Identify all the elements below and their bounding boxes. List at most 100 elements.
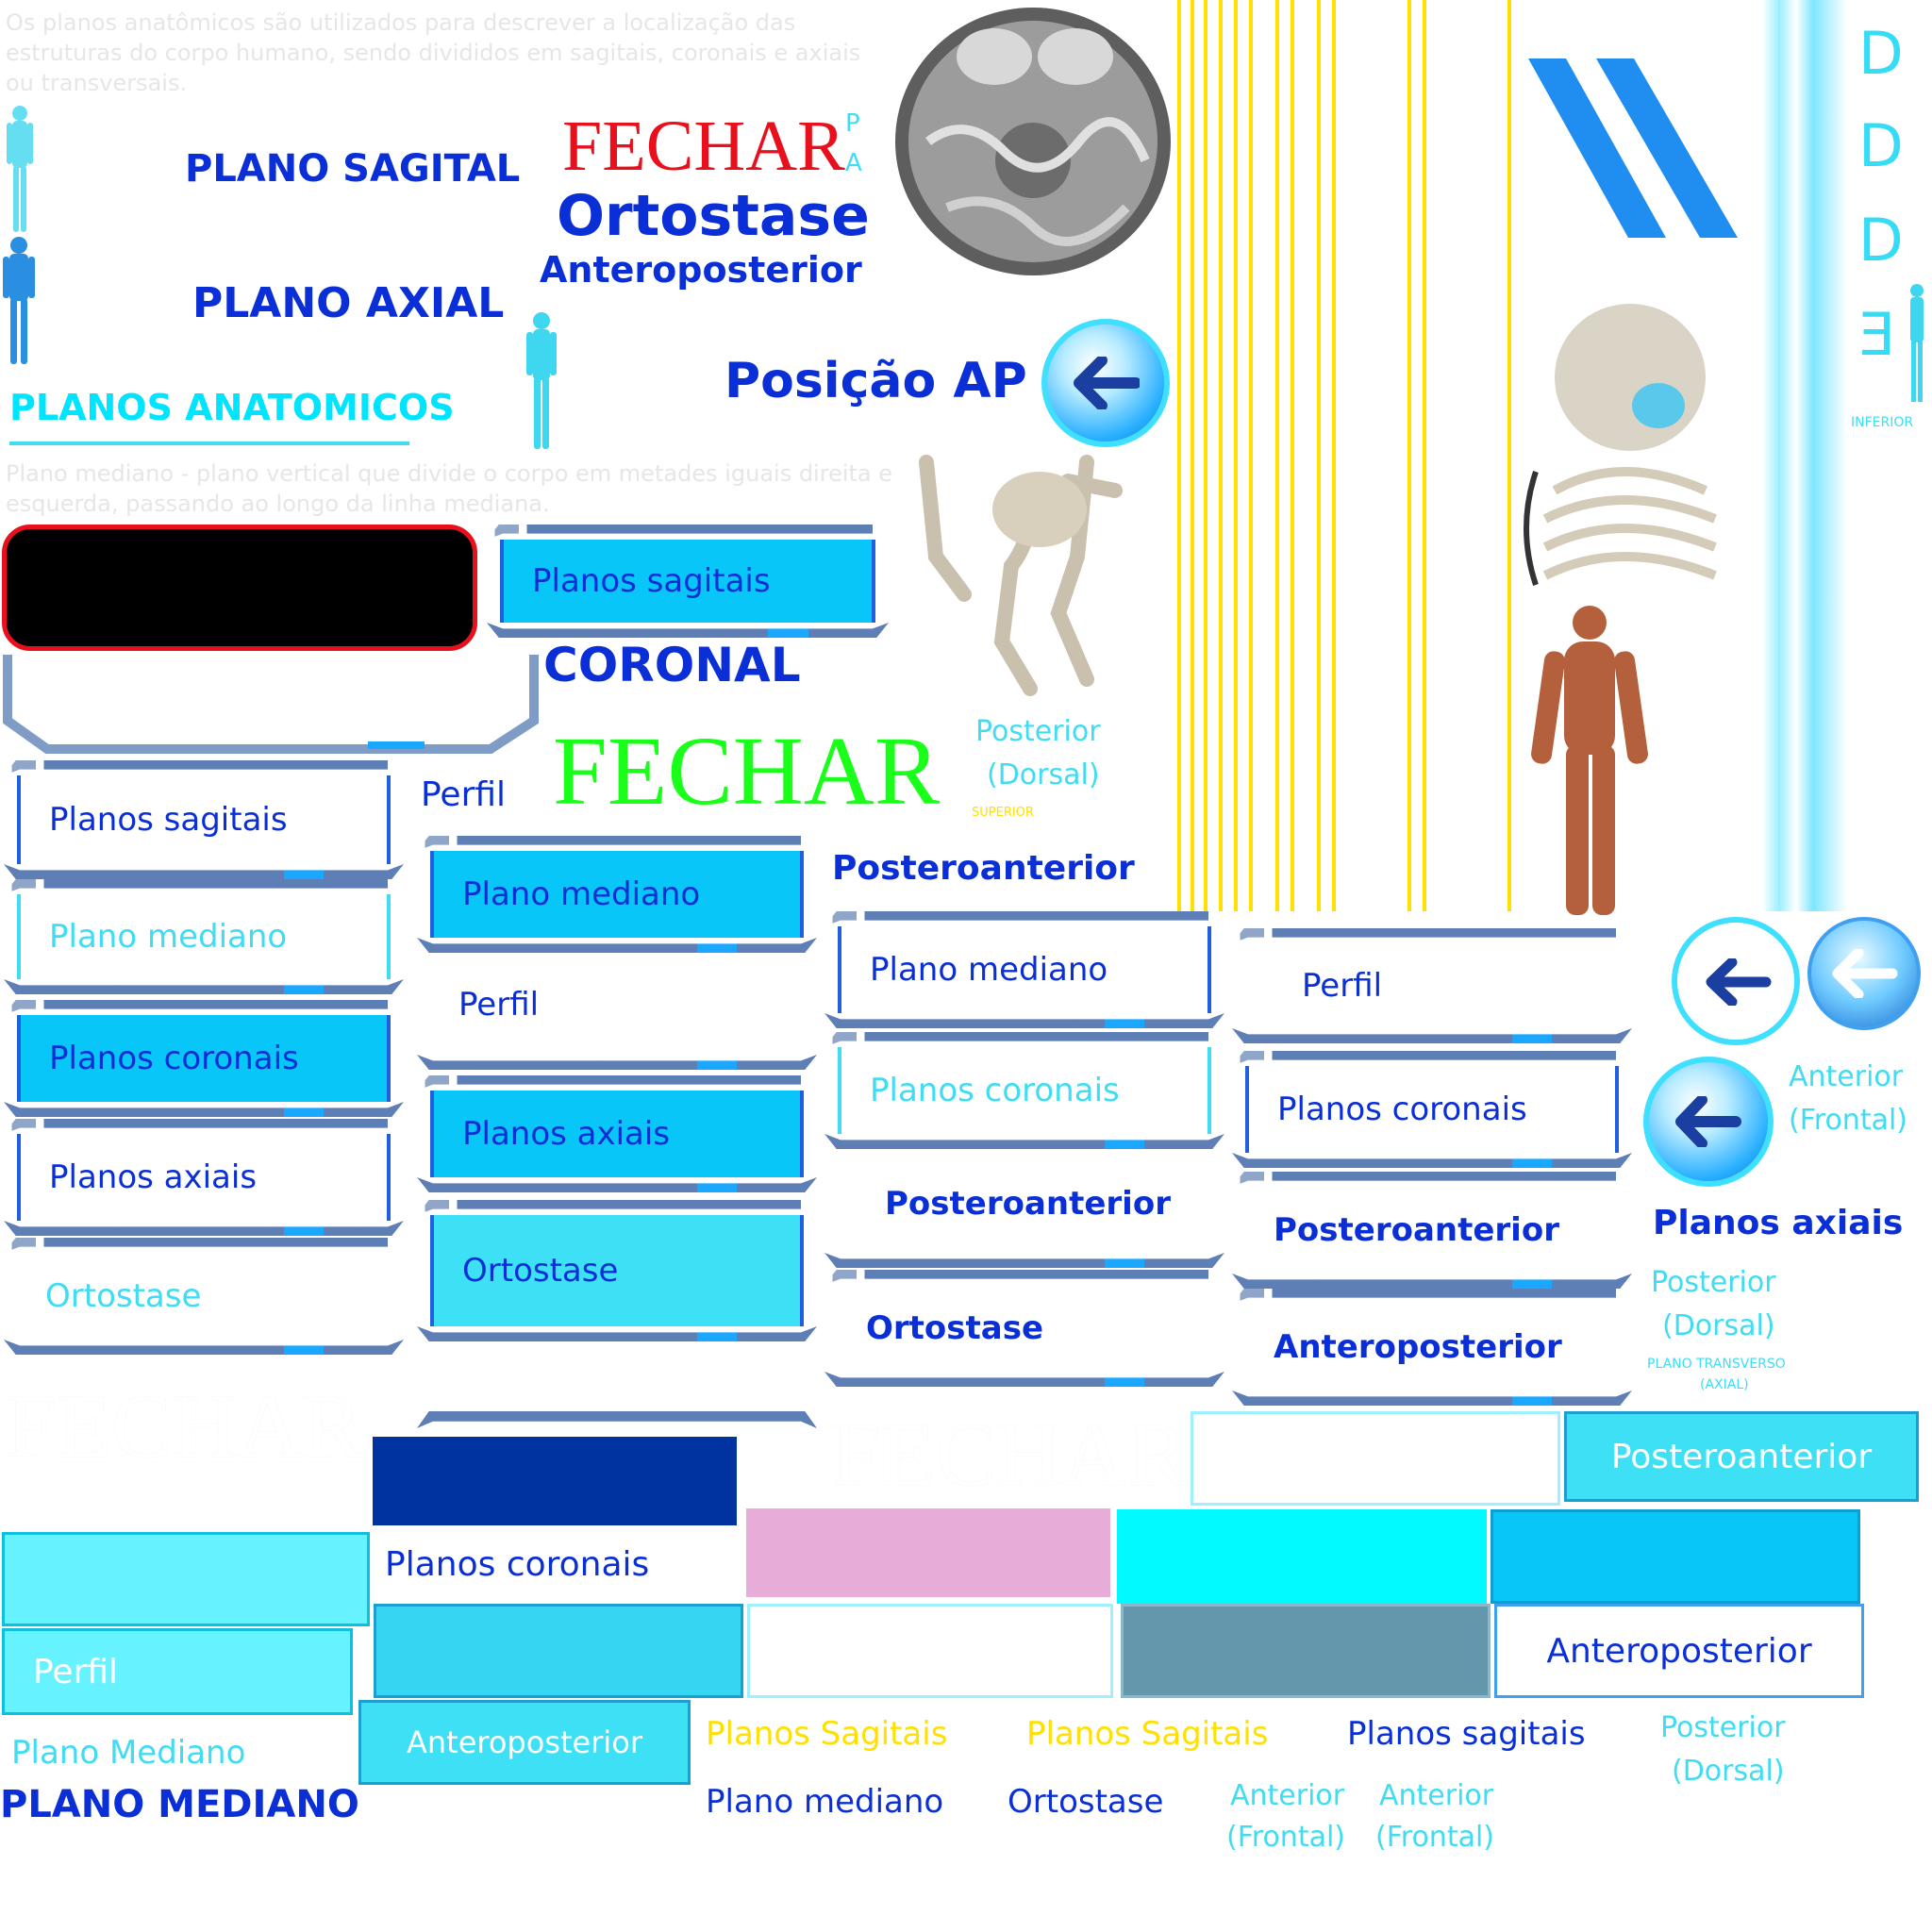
panel-frame	[417, 1326, 817, 1341]
panel-frame	[417, 1200, 817, 1215]
panel-body: Perfil	[430, 955, 804, 1055]
superior-label: SUPERIOR	[972, 806, 1034, 820]
panel-frame	[4, 1238, 404, 1253]
planos-sagitais-button[interactable]: Planos sagitais	[487, 525, 889, 638]
planos-coronais-label: Planos coronais	[385, 1545, 650, 1584]
dorsal-label: (Dorsal)	[987, 758, 1100, 791]
panel-body: Posteroanterior	[1245, 1187, 1619, 1274]
panel-frame	[487, 525, 889, 540]
button-label: Posteroanterior	[1610, 1437, 1873, 1476]
back-button[interactable]	[1672, 917, 1800, 1045]
brain-axial-slice-image	[891, 0, 1175, 279]
panel-body: Anteroposterior	[1245, 1304, 1619, 1391]
anteroposterior-box[interactable]: Anteroposterior	[358, 1700, 691, 1785]
panel-body: Ortostase	[838, 1285, 1211, 1372]
frontal-label: (Frontal)	[1789, 1104, 1908, 1137]
panel-frame	[4, 1102, 404, 1117]
panel-frame	[4, 760, 404, 775]
panel-frame	[824, 1013, 1224, 1028]
planos-sagitais-button[interactable]: Planos sagitais	[4, 760, 404, 879]
panel-frame	[1232, 1028, 1632, 1043]
panel-frame	[417, 836, 817, 851]
panel-frame	[487, 623, 889, 638]
planos-coronais-button[interactable]: Planos coronais	[1232, 1051, 1632, 1168]
planos-axiais-label: Planos axiais	[1653, 1204, 1904, 1242]
coronal-title: CORONAL	[543, 638, 801, 692]
panel-body: Planos sagitais	[500, 540, 875, 623]
white-box	[747, 1604, 1113, 1698]
button-label: Posteroanterior	[885, 1185, 1171, 1223]
inferior-label: INFERIOR	[1851, 415, 1914, 430]
ortostase-button[interactable]: Ortostase	[4, 1238, 404, 1355]
panel-frame	[4, 879, 404, 894]
plano-mediano-paragraph: Plano mediano - plano vertical que divid…	[6, 460, 893, 517]
side-letter: E	[1858, 300, 1896, 369]
posteroanterior-box[interactable]: Posteroanterior	[1564, 1411, 1919, 1502]
panel-body: Plano mediano	[17, 894, 391, 979]
panel-body: Ortostase	[17, 1253, 391, 1340]
posteroanterior-button[interactable]: Posteroanterior	[1232, 1172, 1632, 1289]
side-letter: D	[1858, 111, 1904, 180]
panel-frame	[824, 1270, 1224, 1285]
perfil-button[interactable]: Perfil	[417, 955, 817, 1070]
title-underline	[9, 441, 409, 445]
planos-anatomicos-title: PLANOS ANATOMICOS	[9, 387, 455, 428]
planos-coronais-button[interactable]: Planos coronais	[4, 1000, 404, 1117]
planos-axiais-button[interactable]: Planos axiais	[4, 1119, 404, 1236]
fechar-white-button[interactable]: FECHAR	[830, 1404, 1188, 1505]
navy-color-box	[370, 1434, 740, 1528]
plano-mediano-button[interactable]: Plano mediano	[4, 879, 404, 994]
button-label: Plano mediano	[49, 918, 288, 956]
bright-cyan-box	[1117, 1509, 1487, 1604]
back-button[interactable]	[1643, 1057, 1774, 1187]
axial-label: (AXIAL)	[1700, 1377, 1749, 1392]
panel-frame	[824, 1253, 1224, 1268]
ortostase-button[interactable]: Ortostase	[417, 1200, 817, 1341]
panel-body: Perfil	[1245, 943, 1619, 1028]
fechar-white-button[interactable]: FECHAR	[6, 1375, 363, 1476]
panel-body: Planos sagitais	[17, 775, 391, 864]
planos-sagitais-yellow: Planos Sagitais	[706, 1715, 948, 1753]
panel-frame	[824, 1134, 1224, 1149]
dorsal-label: (Dorsal)	[1672, 1755, 1785, 1788]
panel-frame	[417, 1075, 817, 1091]
plano-mediano-button[interactable]: Plano mediano	[417, 836, 817, 953]
muscular-body-image	[1519, 604, 1660, 924]
planos-coronais-button[interactable]: Planos coronais	[824, 1032, 1224, 1149]
panel-body: Plano mediano	[430, 851, 804, 938]
panel-frame	[4, 1340, 404, 1355]
button-label: Anteroposterior	[406, 1724, 642, 1760]
anteroposterior-box[interactable]: Anteroposterior	[1494, 1604, 1864, 1698]
fechar-green-button[interactable]: FECHAR	[553, 717, 941, 825]
pa-letter-p: P	[845, 109, 860, 138]
ortostase-blue: Ortostase	[1008, 1783, 1164, 1821]
back-button[interactable]	[1807, 917, 1921, 1030]
plano-mediano-button[interactable]: Plano mediano	[824, 911, 1224, 1028]
anteroposterior-button[interactable]: Anteroposterior	[1232, 1289, 1632, 1406]
planos-axiais-button[interactable]: Planos axiais	[417, 1075, 817, 1192]
panel-body: Planos axiais	[17, 1134, 391, 1221]
perfil-box[interactable]: Perfil	[2, 1628, 353, 1715]
button-label: Plano mediano	[870, 951, 1108, 989]
pink-color-box	[743, 1506, 1113, 1600]
panel-frame	[1232, 1289, 1632, 1304]
slate-color-box	[1121, 1604, 1491, 1698]
panel-frame	[417, 1411, 817, 1428]
ortostase-title: Ortostase	[557, 183, 870, 249]
cyan-glow-band	[1762, 0, 1847, 911]
panel-frame	[4, 1119, 404, 1134]
posterior-label: Posterior	[975, 715, 1101, 748]
panel-frame	[417, 1177, 817, 1192]
panel-frame	[1232, 1153, 1632, 1168]
blue-color-box	[1491, 1509, 1860, 1604]
ortostase-button[interactable]: Ortostase	[824, 1270, 1224, 1387]
plano-mediano-label: Plano Mediano	[11, 1734, 246, 1772]
posteroanterior-button[interactable]: Posteroanterior	[824, 1155, 1224, 1268]
back-button[interactable]	[1041, 319, 1170, 447]
panel-frame	[4, 864, 404, 879]
perfil-button[interactable]: Perfil	[1232, 928, 1632, 1043]
button-label: Ortostase	[462, 1252, 619, 1290]
panel-frame	[1232, 1391, 1632, 1406]
arrow-left-icon	[1706, 957, 1772, 1009]
fechar-red-button[interactable]: FECHAR	[562, 107, 845, 186]
